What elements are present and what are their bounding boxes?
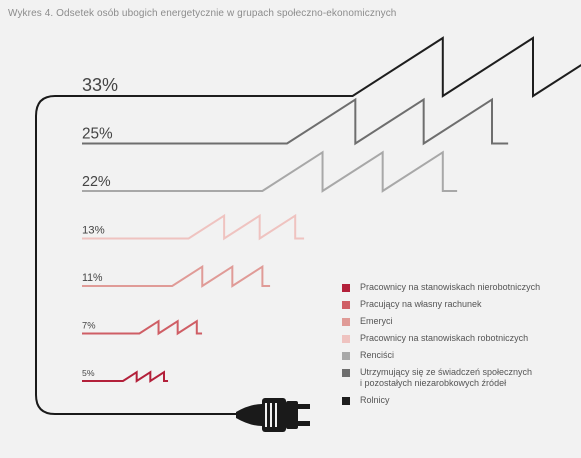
cord-line (35, 95, 236, 415)
power-cord (35, 95, 236, 415)
legend-swatch (342, 318, 350, 326)
legend-label: Pracujący na własny rachunek (360, 299, 482, 309)
legend-item: Pracownicy na stanowiskach robotniczych (342, 333, 572, 344)
data-label: 25% (82, 126, 113, 143)
legend-swatch (342, 369, 350, 377)
legend-label: Renciści (360, 350, 395, 360)
series-line (82, 264, 271, 288)
series-line (82, 36, 581, 98)
series-line (82, 97, 509, 146)
legend-swatch (342, 335, 350, 343)
data-label: 33% (82, 75, 118, 95)
data-label: 11% (82, 272, 103, 284)
series-mark: 5% (82, 368, 169, 383)
legend-swatch (342, 301, 350, 309)
legend-label: Pracownicy na stanowiskach nierobotniczy… (360, 282, 541, 292)
legend-label: Rolnicy (360, 395, 390, 405)
series-mark: 13% (82, 213, 305, 241)
data-label: 13% (82, 225, 105, 237)
series-line (82, 150, 458, 193)
series-line (82, 213, 305, 241)
data-label: 5% (82, 368, 95, 378)
series-mark: 25% (82, 97, 509, 146)
series-mark: 11% (82, 264, 271, 288)
legend: Pracownicy na stanowiskach nierobotniczy… (342, 282, 572, 412)
legend-item: Pracownicy na stanowiskach nierobotniczy… (342, 282, 572, 293)
series-mark: 33% (82, 36, 581, 98)
legend-swatch (342, 352, 350, 360)
data-label: 7% (82, 321, 95, 331)
data-label: 22% (82, 174, 111, 190)
legend-item: Utrzymujący się ze świadczeń społecznych… (342, 367, 572, 389)
legend-item: Renciści (342, 350, 572, 361)
legend-swatch (342, 397, 350, 405)
series-group: 33% 25% 22% 13% 11% 7% 5% (82, 36, 581, 383)
legend-item: Pracujący na własny rachunek (342, 299, 572, 310)
legend-label: Emeryci (360, 316, 393, 326)
chart-title: Wykres 4. Odsetek osób ubogich energetyc… (8, 8, 397, 19)
series-mark: 22% (82, 150, 458, 193)
legend-label: Utrzymujący się ze świadczeń społecznych… (360, 367, 533, 388)
series-line (82, 370, 169, 383)
series-mark: 7% (82, 319, 203, 336)
legend-swatch (342, 284, 350, 292)
legend-item: Rolnicy (342, 395, 572, 406)
legend-item: Emeryci (342, 316, 572, 327)
plug-icon (236, 398, 310, 432)
legend-label: Pracownicy na stanowiskach robotniczych (360, 333, 529, 343)
series-line (82, 319, 203, 336)
